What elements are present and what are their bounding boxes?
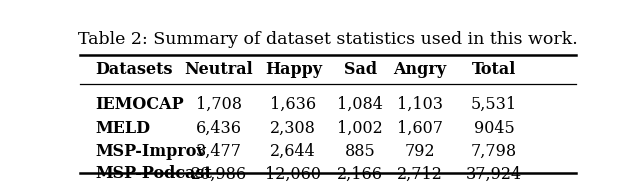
Text: 2,644: 2,644 xyxy=(271,143,316,160)
Text: MELD: MELD xyxy=(95,120,150,137)
Text: Happy: Happy xyxy=(265,61,322,78)
Text: 1,084: 1,084 xyxy=(337,96,383,113)
Text: Datasets: Datasets xyxy=(95,61,172,78)
Text: 6,436: 6,436 xyxy=(196,120,242,137)
Text: 12,060: 12,060 xyxy=(265,165,321,182)
Text: Angry: Angry xyxy=(393,61,446,78)
Text: Table 2: Summary of dataset statistics used in this work.: Table 2: Summary of dataset statistics u… xyxy=(78,31,578,48)
Text: MSP-Podcast: MSP-Podcast xyxy=(95,165,212,182)
Text: 2,308: 2,308 xyxy=(270,120,316,137)
Text: MSP-Improv: MSP-Improv xyxy=(95,143,205,160)
Text: 3,477: 3,477 xyxy=(196,143,242,160)
Text: 1,708: 1,708 xyxy=(196,96,242,113)
Text: 2,712: 2,712 xyxy=(397,165,443,182)
Text: 1,636: 1,636 xyxy=(270,96,316,113)
Text: 37,924: 37,924 xyxy=(466,165,522,182)
Text: 1,002: 1,002 xyxy=(337,120,383,137)
Text: Neutral: Neutral xyxy=(184,61,253,78)
Text: 2,166: 2,166 xyxy=(337,165,383,182)
Text: Sad: Sad xyxy=(344,61,377,78)
Text: 5,531: 5,531 xyxy=(471,96,517,113)
Text: Total: Total xyxy=(472,61,516,78)
Text: 7,798: 7,798 xyxy=(471,143,517,160)
Text: 1,607: 1,607 xyxy=(397,120,443,137)
Text: IEMOCAP: IEMOCAP xyxy=(95,96,184,113)
Text: 885: 885 xyxy=(345,143,376,160)
Text: 20,986: 20,986 xyxy=(191,165,247,182)
Text: 9045: 9045 xyxy=(474,120,515,137)
Text: 792: 792 xyxy=(404,143,435,160)
Text: 1,103: 1,103 xyxy=(397,96,443,113)
